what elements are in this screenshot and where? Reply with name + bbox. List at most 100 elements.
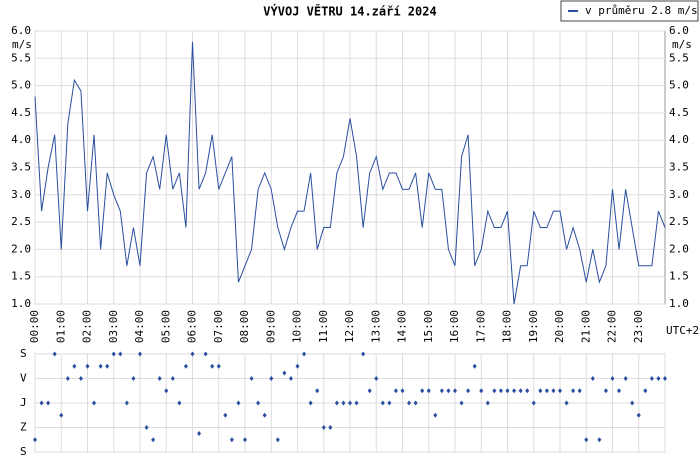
y-tick-label: 1.0 bbox=[11, 297, 31, 310]
x-tick-label: 02:00 bbox=[81, 310, 94, 343]
y-tick-label: J bbox=[20, 396, 27, 409]
x-tick-label: 07:00 bbox=[212, 310, 225, 343]
direction-point bbox=[413, 400, 418, 406]
direction-point bbox=[531, 400, 536, 406]
direction-point bbox=[223, 412, 228, 418]
y-tick-label: 4.0 bbox=[11, 133, 31, 146]
direction-point bbox=[551, 388, 556, 394]
y-tick-label: 5.5 bbox=[11, 51, 31, 64]
y-tick-label: 5.5 bbox=[669, 51, 689, 64]
direction-point bbox=[157, 376, 162, 381]
direction-point bbox=[275, 437, 280, 443]
direction-point bbox=[33, 437, 37, 443]
direction-point bbox=[216, 363, 221, 369]
direction-point bbox=[656, 376, 661, 381]
direction-point bbox=[663, 376, 667, 381]
direction-point bbox=[446, 388, 451, 394]
direction-point bbox=[367, 388, 372, 394]
direction-point bbox=[439, 388, 444, 394]
direction-point bbox=[505, 388, 510, 394]
direction-point bbox=[262, 412, 267, 418]
direction-point bbox=[295, 363, 300, 369]
direction-point bbox=[256, 400, 261, 406]
direction-point bbox=[466, 388, 471, 394]
direction-point bbox=[341, 400, 346, 406]
direction-point bbox=[361, 351, 366, 357]
direction-point bbox=[229, 437, 234, 443]
direction-point bbox=[197, 430, 202, 436]
x-tick-label: 17:00 bbox=[474, 310, 487, 343]
direction-point bbox=[98, 363, 103, 369]
y-tick-label: 2.0 bbox=[11, 242, 31, 255]
chart-title: VÝVOJ VĚTRU 14.září 2024 bbox=[263, 4, 436, 19]
x-tick-label: 16:00 bbox=[448, 310, 461, 343]
y-tick-label: 3.5 bbox=[11, 161, 31, 174]
y-tick-label: 6.0 bbox=[11, 24, 31, 37]
x-tick-label: 09:00 bbox=[264, 310, 277, 343]
y-tick-label: 1.5 bbox=[11, 270, 31, 283]
direction-point bbox=[485, 400, 490, 406]
y-tick-label: 1.5 bbox=[669, 270, 689, 283]
x-tick-label: 23:00 bbox=[632, 310, 645, 343]
direction-point bbox=[636, 412, 641, 418]
direction-point bbox=[630, 400, 635, 406]
direction-point bbox=[210, 363, 215, 369]
y-tick-label: 4.5 bbox=[669, 106, 689, 119]
x-tick-label: 05:00 bbox=[159, 310, 172, 343]
direction-point bbox=[420, 388, 425, 394]
direction-point bbox=[138, 351, 142, 357]
y-tick-label: 1.0 bbox=[669, 297, 689, 310]
direction-point bbox=[472, 363, 477, 369]
direction-point bbox=[544, 388, 549, 394]
direction-point bbox=[597, 437, 602, 443]
x-tick-label: 13:00 bbox=[369, 310, 382, 343]
direction-point bbox=[203, 351, 208, 357]
direction-point bbox=[564, 400, 569, 406]
direction-point bbox=[85, 363, 90, 369]
direction-point bbox=[302, 351, 307, 357]
direction-point bbox=[558, 388, 562, 394]
direction-point bbox=[282, 370, 287, 376]
y-tick-label: 2.0 bbox=[669, 242, 689, 255]
direction-point bbox=[538, 388, 543, 394]
direction-point bbox=[380, 400, 385, 406]
x-axis-label: UTC+2 bbox=[666, 324, 699, 337]
direction-point bbox=[348, 400, 352, 406]
direction-point bbox=[177, 400, 182, 406]
direction-point bbox=[643, 388, 648, 394]
x-tick-label: 03:00 bbox=[107, 310, 120, 343]
y-tick-label: 4.0 bbox=[669, 133, 689, 146]
legend-label: v průměru 2.8 m/s bbox=[585, 4, 698, 17]
direction-point bbox=[46, 400, 51, 406]
x-tick-label: 19:00 bbox=[527, 310, 540, 343]
y-tick-label: 4.5 bbox=[11, 106, 31, 119]
y-tick-label: S bbox=[20, 445, 27, 458]
direction-point bbox=[288, 376, 293, 381]
direction-point bbox=[39, 400, 44, 406]
direction-point bbox=[584, 437, 589, 443]
x-tick-label: 20:00 bbox=[553, 310, 566, 343]
direction-point bbox=[623, 376, 628, 381]
x-tick-label: 08:00 bbox=[238, 310, 251, 343]
direction-point bbox=[577, 388, 582, 394]
x-tick-label: 06:00 bbox=[186, 310, 199, 343]
direction-point bbox=[459, 400, 464, 406]
direction-point bbox=[492, 388, 497, 394]
direction-point bbox=[105, 363, 110, 369]
direction-point bbox=[354, 400, 359, 406]
direction-point bbox=[518, 388, 523, 394]
direction-point bbox=[243, 437, 247, 443]
x-tick-label: 18:00 bbox=[501, 310, 514, 343]
direction-point bbox=[308, 400, 313, 406]
direction-point bbox=[164, 388, 169, 394]
direction-point bbox=[52, 351, 57, 357]
direction-point bbox=[269, 376, 274, 381]
x-tick-label: 00:00 bbox=[28, 310, 41, 343]
x-tick-label: 11:00 bbox=[317, 310, 330, 343]
direction-point bbox=[525, 388, 530, 394]
direction-point bbox=[426, 388, 431, 394]
y-tick-label: S bbox=[20, 347, 27, 360]
direction-point bbox=[59, 412, 64, 418]
x-tick-label: 15:00 bbox=[422, 310, 435, 343]
